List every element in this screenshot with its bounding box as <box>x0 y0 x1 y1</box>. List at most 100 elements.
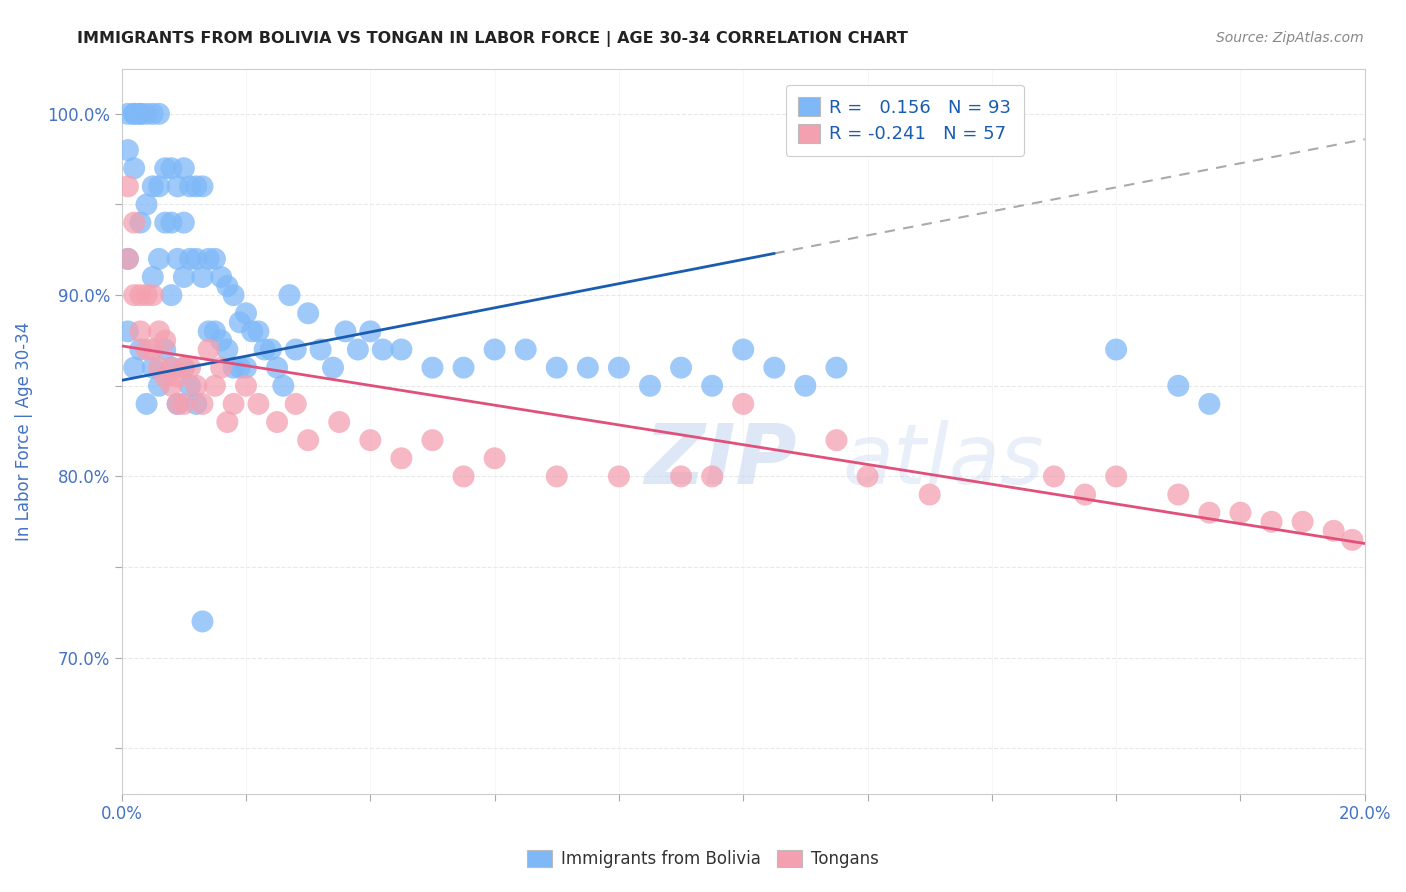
Point <box>235 378 257 392</box>
Text: ZIP: ZIP <box>644 419 796 500</box>
Point <box>328 415 350 429</box>
Point <box>191 615 214 629</box>
Point <box>160 360 183 375</box>
Point <box>222 288 245 302</box>
Point <box>1229 506 1251 520</box>
Point <box>135 288 157 302</box>
Point <box>142 107 165 121</box>
Point <box>166 179 188 194</box>
Point <box>235 360 257 375</box>
Point <box>607 469 630 483</box>
Point <box>371 343 394 357</box>
Point <box>153 334 176 348</box>
Point <box>173 360 195 375</box>
Point <box>173 360 195 375</box>
Point <box>197 325 219 339</box>
Point <box>117 107 139 121</box>
Point <box>266 415 288 429</box>
Point <box>422 433 444 447</box>
Point <box>179 179 201 194</box>
Point <box>669 469 692 483</box>
Point <box>153 161 176 176</box>
Point <box>733 343 755 357</box>
Point <box>209 270 232 285</box>
Point <box>576 360 599 375</box>
Point <box>1198 506 1220 520</box>
Point <box>222 360 245 375</box>
Point <box>142 343 165 357</box>
Point <box>669 360 692 375</box>
Point <box>135 397 157 411</box>
Point <box>271 378 294 392</box>
Point <box>148 252 170 266</box>
Point <box>191 179 214 194</box>
Point <box>235 306 257 320</box>
Point <box>166 397 188 411</box>
Point <box>794 378 817 392</box>
Point <box>129 343 152 357</box>
Point <box>197 343 219 357</box>
Point <box>209 334 232 348</box>
Point <box>1260 515 1282 529</box>
Point <box>166 369 188 384</box>
Point <box>142 270 165 285</box>
Point <box>217 279 239 293</box>
Point <box>117 252 139 266</box>
Point <box>260 343 283 357</box>
Point <box>222 397 245 411</box>
Point <box>1043 469 1066 483</box>
Point <box>204 252 226 266</box>
Point <box>135 197 157 211</box>
Point <box>173 216 195 230</box>
Point <box>160 360 183 375</box>
Point <box>197 252 219 266</box>
Point <box>229 315 252 329</box>
Point <box>204 325 226 339</box>
Point <box>484 451 506 466</box>
Point <box>347 343 370 357</box>
Point <box>284 397 307 411</box>
Point <box>153 343 176 357</box>
Point <box>297 433 319 447</box>
Point <box>117 143 139 157</box>
Point <box>129 107 152 121</box>
Point <box>1167 378 1189 392</box>
Point <box>278 288 301 302</box>
Point <box>129 288 152 302</box>
Point <box>453 360 475 375</box>
Point <box>763 360 786 375</box>
Point <box>142 179 165 194</box>
Point <box>607 360 630 375</box>
Point <box>186 179 208 194</box>
Point <box>148 107 170 121</box>
Point <box>186 397 208 411</box>
Point <box>389 451 412 466</box>
Legend: Immigrants from Bolivia, Tongans: Immigrants from Bolivia, Tongans <box>520 843 886 875</box>
Point <box>135 107 157 121</box>
Point <box>1291 515 1313 529</box>
Point <box>160 288 183 302</box>
Point <box>284 343 307 357</box>
Point <box>173 270 195 285</box>
Text: Source: ZipAtlas.com: Source: ZipAtlas.com <box>1216 31 1364 45</box>
Point <box>129 216 152 230</box>
Point <box>179 252 201 266</box>
Point <box>122 161 145 176</box>
Point <box>253 343 276 357</box>
Point <box>173 397 195 411</box>
Point <box>179 360 201 375</box>
Point <box>297 306 319 320</box>
Point <box>204 378 226 392</box>
Point <box>148 360 170 375</box>
Point <box>247 397 270 411</box>
Text: atlas: atlas <box>842 419 1045 500</box>
Point <box>484 343 506 357</box>
Point <box>240 325 263 339</box>
Point <box>122 107 145 121</box>
Point <box>247 325 270 339</box>
Point <box>453 469 475 483</box>
Point <box>166 252 188 266</box>
Point <box>825 433 848 447</box>
Point <box>117 325 139 339</box>
Point <box>209 360 232 375</box>
